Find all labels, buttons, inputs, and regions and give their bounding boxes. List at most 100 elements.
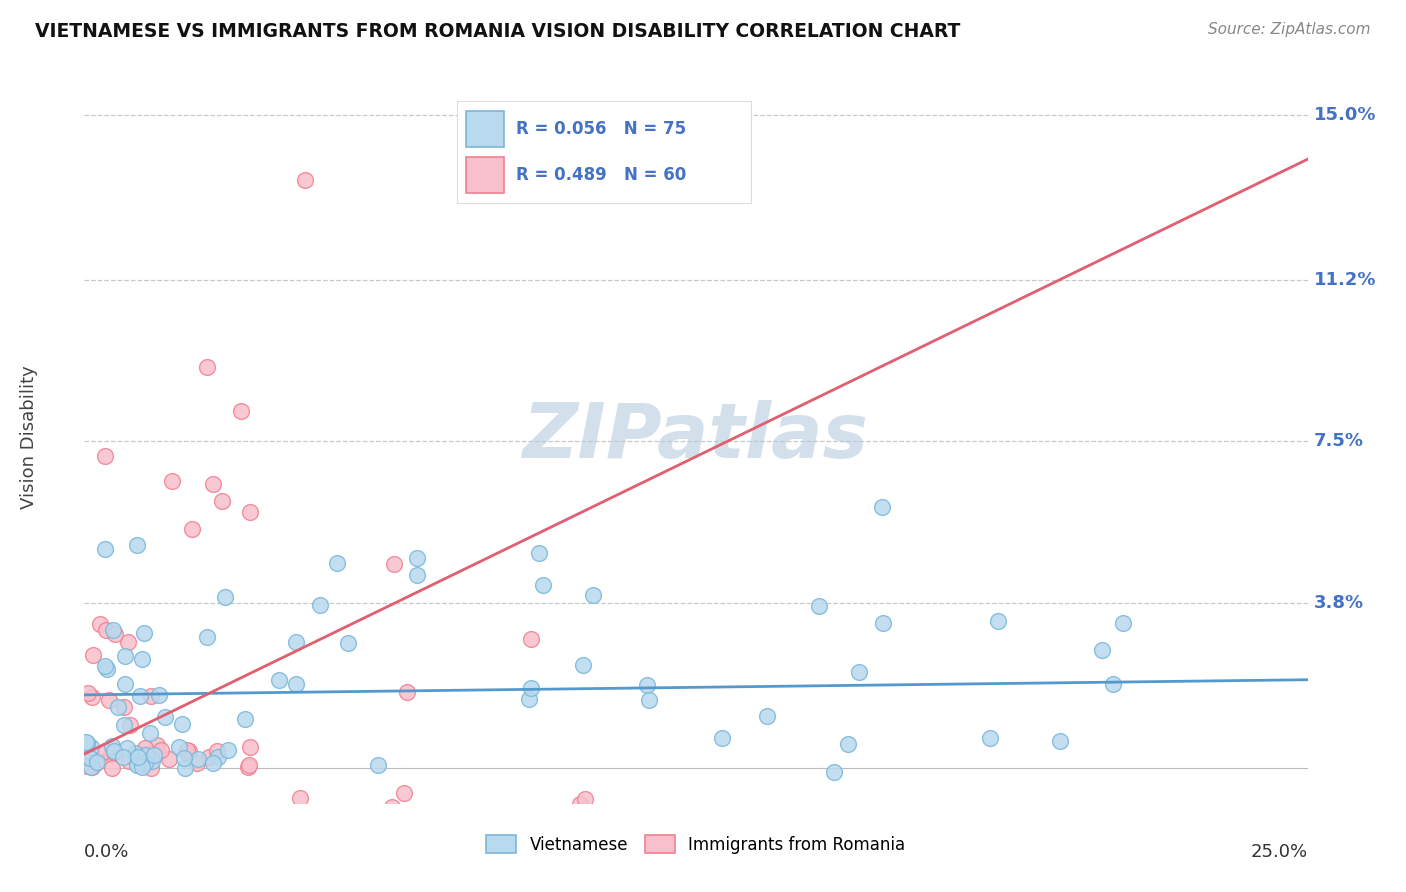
Point [267, 673, 290, 688]
Point [392, 786, 415, 800]
Point [285, 634, 308, 648]
Point [173, 751, 195, 765]
Point [117, 635, 139, 649]
Point [127, 748, 149, 763]
Point [571, 658, 593, 673]
Text: ZIPatlas: ZIPatlas [523, 401, 869, 474]
Point [134, 756, 156, 770]
Legend: Vietnamese, Immigrants from Romania: Vietnamese, Immigrants from Romania [479, 829, 912, 860]
Point [173, 761, 195, 775]
Point [103, 745, 125, 759]
Point [118, 718, 141, 732]
Point [979, 731, 1001, 745]
Point [103, 744, 125, 758]
Point [77, 686, 100, 700]
Point [141, 761, 163, 775]
Point [146, 738, 169, 752]
Point [405, 568, 427, 582]
Point [837, 737, 859, 751]
Point [103, 627, 125, 641]
Point [186, 756, 208, 770]
Point [574, 792, 596, 806]
Point [127, 749, 149, 764]
Text: 3.8%: 3.8% [1313, 593, 1364, 612]
Point [229, 404, 252, 418]
Point [848, 665, 870, 680]
Point [1102, 677, 1125, 691]
Point [96, 623, 118, 637]
Point [202, 756, 225, 771]
Point [211, 494, 233, 508]
Point [396, 685, 419, 699]
Point [637, 693, 659, 707]
Text: VIETNAMESE VS IMMIGRANTS FROM ROMANIA VISION DISABILITY CORRELATION CHART: VIETNAMESE VS IMMIGRANTS FROM ROMANIA VI… [35, 22, 960, 41]
Point [176, 742, 198, 756]
Point [217, 743, 239, 757]
Point [294, 173, 316, 187]
Point [1112, 615, 1135, 630]
Point [367, 758, 389, 772]
Point [520, 681, 543, 695]
Point [127, 757, 149, 772]
Point [134, 741, 156, 756]
Point [405, 551, 427, 566]
Point [135, 748, 157, 763]
Point [118, 754, 141, 768]
Point [181, 521, 204, 535]
Point [76, 758, 98, 772]
Point [131, 757, 153, 772]
Point [1049, 734, 1071, 748]
Point [129, 689, 152, 703]
Point [143, 748, 166, 763]
Point [381, 826, 404, 840]
Point [107, 699, 129, 714]
Point [127, 538, 149, 552]
Point [153, 710, 176, 724]
Point [141, 754, 163, 768]
Point [100, 761, 122, 775]
Point [870, 500, 893, 514]
Text: 11.2%: 11.2% [1313, 271, 1376, 289]
Point [309, 598, 332, 612]
Point [489, 805, 512, 820]
Point [80, 756, 103, 771]
Point [80, 760, 103, 774]
Point [132, 626, 155, 640]
Point [987, 615, 1010, 629]
Point [239, 740, 262, 755]
Point [146, 746, 169, 760]
Point [94, 541, 117, 556]
Point [823, 764, 845, 779]
Point [176, 747, 198, 761]
Point [75, 734, 97, 748]
Point [214, 590, 236, 604]
Point [569, 797, 592, 811]
Point [101, 623, 124, 637]
Point [207, 749, 229, 764]
Point [82, 648, 104, 662]
Point [139, 689, 162, 703]
Point [89, 616, 111, 631]
Point [94, 449, 117, 463]
Point [326, 556, 349, 570]
Point [808, 599, 831, 613]
Point [337, 636, 360, 650]
Point [149, 743, 172, 757]
Text: 15.0%: 15.0% [1313, 106, 1376, 124]
Point [131, 760, 153, 774]
Point [582, 588, 605, 602]
Point [636, 678, 658, 692]
Point [382, 557, 405, 571]
Point [179, 744, 201, 758]
Point [115, 740, 138, 755]
Point [381, 800, 404, 814]
Point [195, 630, 218, 644]
Point [872, 615, 894, 630]
Point [167, 740, 190, 755]
Point [138, 726, 160, 740]
Point [520, 632, 543, 646]
Point [157, 752, 180, 766]
Point [527, 546, 550, 560]
Point [82, 690, 104, 704]
Point [124, 746, 146, 760]
